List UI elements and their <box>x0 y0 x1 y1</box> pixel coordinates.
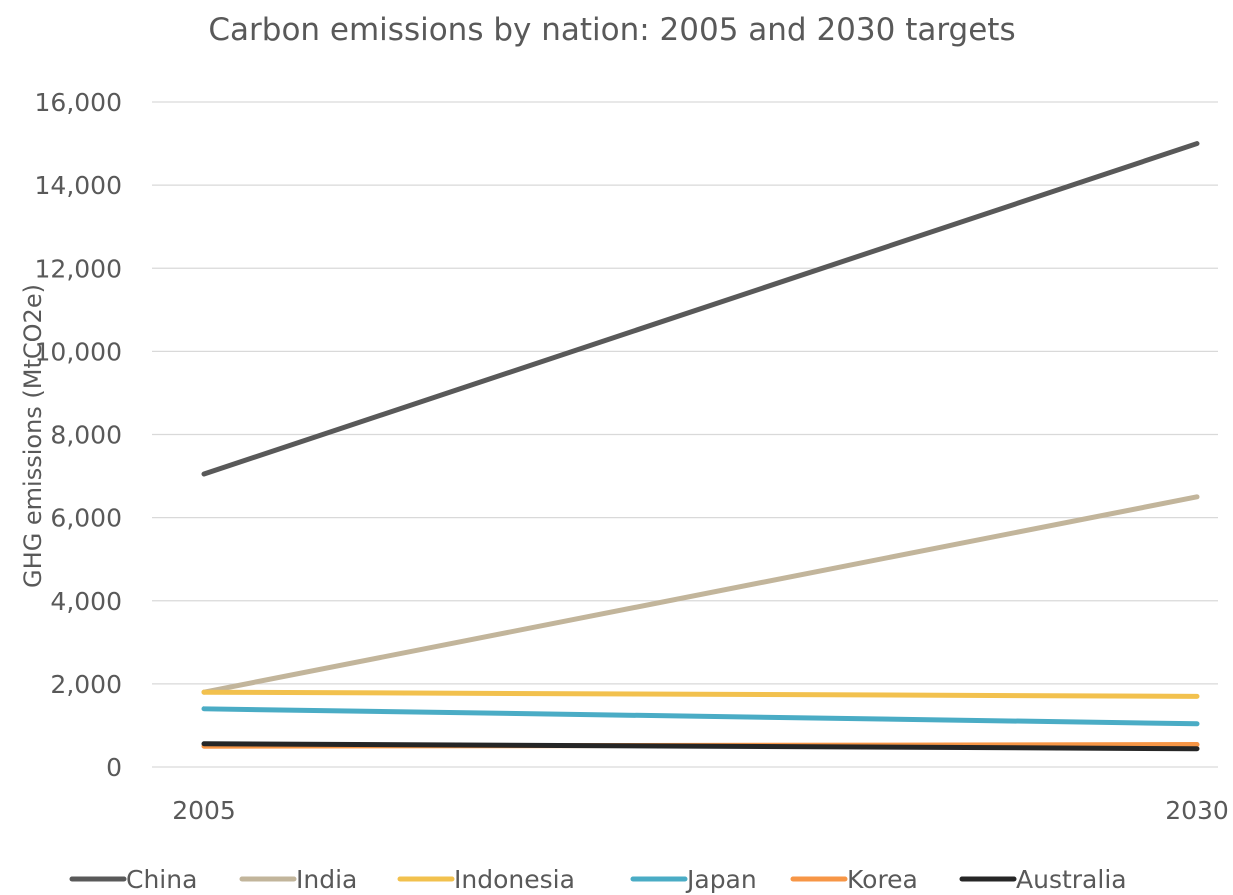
legend-item-japan: Japan <box>630 865 757 894</box>
legend-label: China <box>126 865 197 894</box>
legend-item-indonesia: Indonesia <box>397 865 575 894</box>
y-tick-label: 2,000 <box>50 670 122 699</box>
y-tick-label: 6,000 <box>50 504 122 533</box>
y-tick-labels: 0 2,000 4,000 6,000 8,000 10,000 12,000 14,000 1… <box>35 88 122 782</box>
y-tick-label: 10,000 <box>35 337 122 366</box>
y-axis-label: GHG emissions (MtCO2e) <box>19 284 47 588</box>
legend-label: Indonesia <box>454 865 575 894</box>
series-line-china <box>201 141 1200 477</box>
chart-title: Carbon emissions by nation: 2005 and 203… <box>208 12 1015 48</box>
x-tick-labels: 2005 2030 <box>172 796 1229 825</box>
series-line-indonesia <box>201 689 1200 699</box>
legend-item-india: India <box>239 865 357 894</box>
y-tick-label: 8,000 <box>50 421 122 450</box>
series-line-india <box>201 494 1200 695</box>
legend-item-australia: Australia <box>959 865 1127 894</box>
series-line-japan <box>201 706 1200 727</box>
legend-label: India <box>296 865 357 894</box>
legend-item-china: China <box>69 865 197 894</box>
series-line-australia <box>201 741 1200 752</box>
y-tick-label: 12,000 <box>35 254 122 283</box>
legend-label: Australia <box>1016 865 1127 894</box>
y-tick-label: 16,000 <box>35 88 122 117</box>
y-tick-label: 0 <box>106 753 122 782</box>
y-tick-label: 14,000 <box>35 171 122 200</box>
series-lines <box>201 141 1200 752</box>
gridlines <box>152 101 1218 768</box>
legend: China India Indonesia Japan Korea Australia <box>69 865 1127 894</box>
y-tick-label: 4,000 <box>50 587 122 616</box>
legend-label: Japan <box>685 865 757 894</box>
x-tick-label: 2005 <box>172 796 236 825</box>
legend-label: Korea <box>847 865 918 894</box>
x-tick-label: 2030 <box>1165 796 1229 825</box>
legend-item-korea: Korea <box>790 865 918 894</box>
